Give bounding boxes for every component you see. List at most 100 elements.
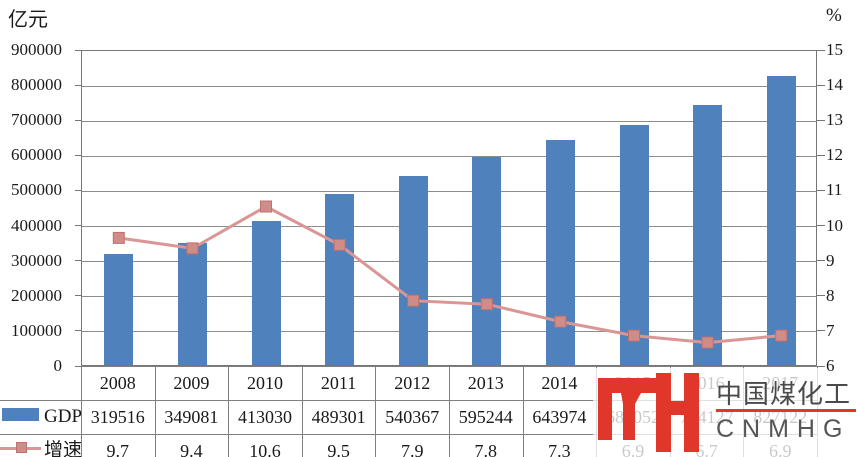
table-line-v bbox=[375, 366, 377, 457]
gdp-value-cell: 540367 bbox=[385, 407, 440, 427]
gdp-bar bbox=[398, 176, 428, 365]
growth-value-cell: 9.4 bbox=[180, 441, 203, 457]
right-axis-tick bbox=[817, 330, 825, 332]
watermark-logo-shape bbox=[671, 401, 684, 415]
left-axis-tick-label: 200000 bbox=[11, 285, 62, 305]
watermark-brand-cn: 中国煤化工 bbox=[716, 379, 852, 409]
right-axis-tick-label: 6 bbox=[826, 356, 835, 375]
right-axis-tick bbox=[817, 189, 825, 191]
gdp-legend-label: GDP bbox=[44, 406, 83, 427]
right-axis-tick bbox=[817, 154, 825, 156]
gdp-bar bbox=[545, 140, 575, 365]
growth-value-cell: 9.7 bbox=[106, 441, 130, 457]
watermark-brand-en: CNMHG bbox=[716, 415, 851, 443]
year-cell: 2011 bbox=[320, 373, 357, 393]
right-axis-tick-label: 12 bbox=[826, 145, 843, 165]
left-axis-tick-label: 600000 bbox=[11, 145, 62, 165]
left-axis-tick bbox=[75, 154, 81, 156]
table-line-v bbox=[522, 366, 524, 457]
right-axis-tick-label: 7 bbox=[826, 320, 835, 340]
year-cell: 2013 bbox=[467, 373, 504, 393]
left-axis-tick-label: 700000 bbox=[11, 110, 62, 130]
growth-legend-label: 增速 bbox=[44, 440, 83, 457]
watermark-logo-shape bbox=[598, 378, 660, 393]
watermark-logo-shape bbox=[621, 393, 641, 440]
growth-legend-marker bbox=[16, 442, 27, 453]
gdp-bar bbox=[693, 105, 723, 365]
watermark: 中国煤化工 CNMHG bbox=[593, 368, 857, 457]
right-axis-tick bbox=[817, 295, 825, 297]
right-axis-tick-label: 8 bbox=[826, 285, 835, 305]
right-axis-tick-label: 13 bbox=[826, 110, 843, 130]
growth-value-cell: 9.5 bbox=[327, 441, 350, 457]
growth-line-marker bbox=[260, 200, 272, 213]
gdp-bar bbox=[619, 124, 649, 365]
gdp-value-cell: 413030 bbox=[237, 407, 292, 427]
year-cell: 2014 bbox=[541, 373, 578, 393]
gdp-value-cell: 349081 bbox=[164, 407, 219, 427]
gdp-bar bbox=[251, 220, 281, 365]
table-line-h bbox=[0, 400, 817, 401]
gdp-legend-swatch bbox=[2, 408, 39, 421]
right-axis-tick bbox=[817, 225, 825, 227]
right-axis-tick bbox=[817, 84, 825, 86]
growth-value-cell: 7.8 bbox=[474, 441, 498, 457]
gridline bbox=[82, 120, 816, 122]
gdp-bar bbox=[177, 243, 207, 365]
left-axis-unit-label: 亿元 bbox=[8, 9, 48, 31]
gdp-bar bbox=[766, 76, 796, 365]
year-cell: 2009 bbox=[173, 373, 210, 393]
right-axis-tick bbox=[817, 260, 825, 262]
left-axis-tick bbox=[75, 84, 81, 86]
watermark-logo-shape bbox=[684, 373, 699, 452]
gdp-value-cell: 489301 bbox=[311, 407, 366, 427]
right-axis-tick-label: 9 bbox=[826, 250, 835, 270]
left-axis-tick bbox=[75, 365, 81, 367]
left-axis-tick bbox=[75, 119, 81, 121]
year-cell: 2008 bbox=[99, 373, 136, 393]
right-axis-tick bbox=[817, 365, 825, 367]
left-axis-tick bbox=[75, 330, 81, 332]
gridline bbox=[82, 85, 816, 87]
table-line-h bbox=[0, 434, 817, 435]
watermark-logo-shape bbox=[598, 378, 612, 440]
growth-value-cell: 7.3 bbox=[548, 441, 571, 457]
gridline bbox=[82, 155, 816, 157]
gdp-value-cell: 319516 bbox=[90, 407, 145, 427]
year-cell: 2012 bbox=[394, 373, 431, 393]
gdp-value-cell: 643974 bbox=[532, 407, 587, 427]
left-axis-tick-label: 0 bbox=[53, 356, 63, 375]
right-axis-tick-label: 15 bbox=[826, 40, 843, 59]
growth-value-cell: 7.9 bbox=[400, 441, 424, 457]
right-axis-tick-label: 11 bbox=[826, 180, 843, 200]
right-axis-tick bbox=[817, 119, 825, 121]
left-axis-tick bbox=[75, 49, 81, 51]
gdp-value-cell: 595244 bbox=[458, 407, 513, 427]
left-axis-tick bbox=[75, 189, 81, 191]
gridline bbox=[82, 190, 816, 192]
left-axis-tick-label: 900000 bbox=[11, 40, 62, 59]
plot-area bbox=[81, 50, 817, 366]
watermark-underline bbox=[716, 409, 856, 412]
left-axis-tick-label: 800000 bbox=[11, 75, 62, 95]
left-axis-tick bbox=[75, 225, 81, 227]
left-axis-tick-label: 500000 bbox=[11, 180, 62, 200]
growth-value-cell: 10.6 bbox=[249, 441, 281, 457]
right-axis-tick bbox=[817, 49, 825, 51]
left-axis-tick-label: 300000 bbox=[11, 250, 62, 270]
table-line-v bbox=[301, 366, 303, 457]
left-axis-tick bbox=[75, 295, 81, 297]
watermark-logo-shape bbox=[656, 373, 671, 452]
right-axis-tick-label: 10 bbox=[826, 215, 843, 235]
left-axis-tick-label: 400000 bbox=[11, 215, 62, 235]
right-axis-unit-label: % bbox=[826, 5, 842, 26]
gdp-bar bbox=[472, 157, 502, 365]
table-line-v bbox=[228, 366, 230, 457]
table-line-v bbox=[449, 366, 450, 457]
left-axis-tick-label: 100000 bbox=[11, 320, 62, 340]
right-axis-tick-label: 14 bbox=[826, 75, 843, 95]
gdp-bar bbox=[104, 253, 134, 365]
watermark-logo-icon bbox=[598, 373, 699, 452]
year-cell: 2010 bbox=[246, 373, 283, 393]
